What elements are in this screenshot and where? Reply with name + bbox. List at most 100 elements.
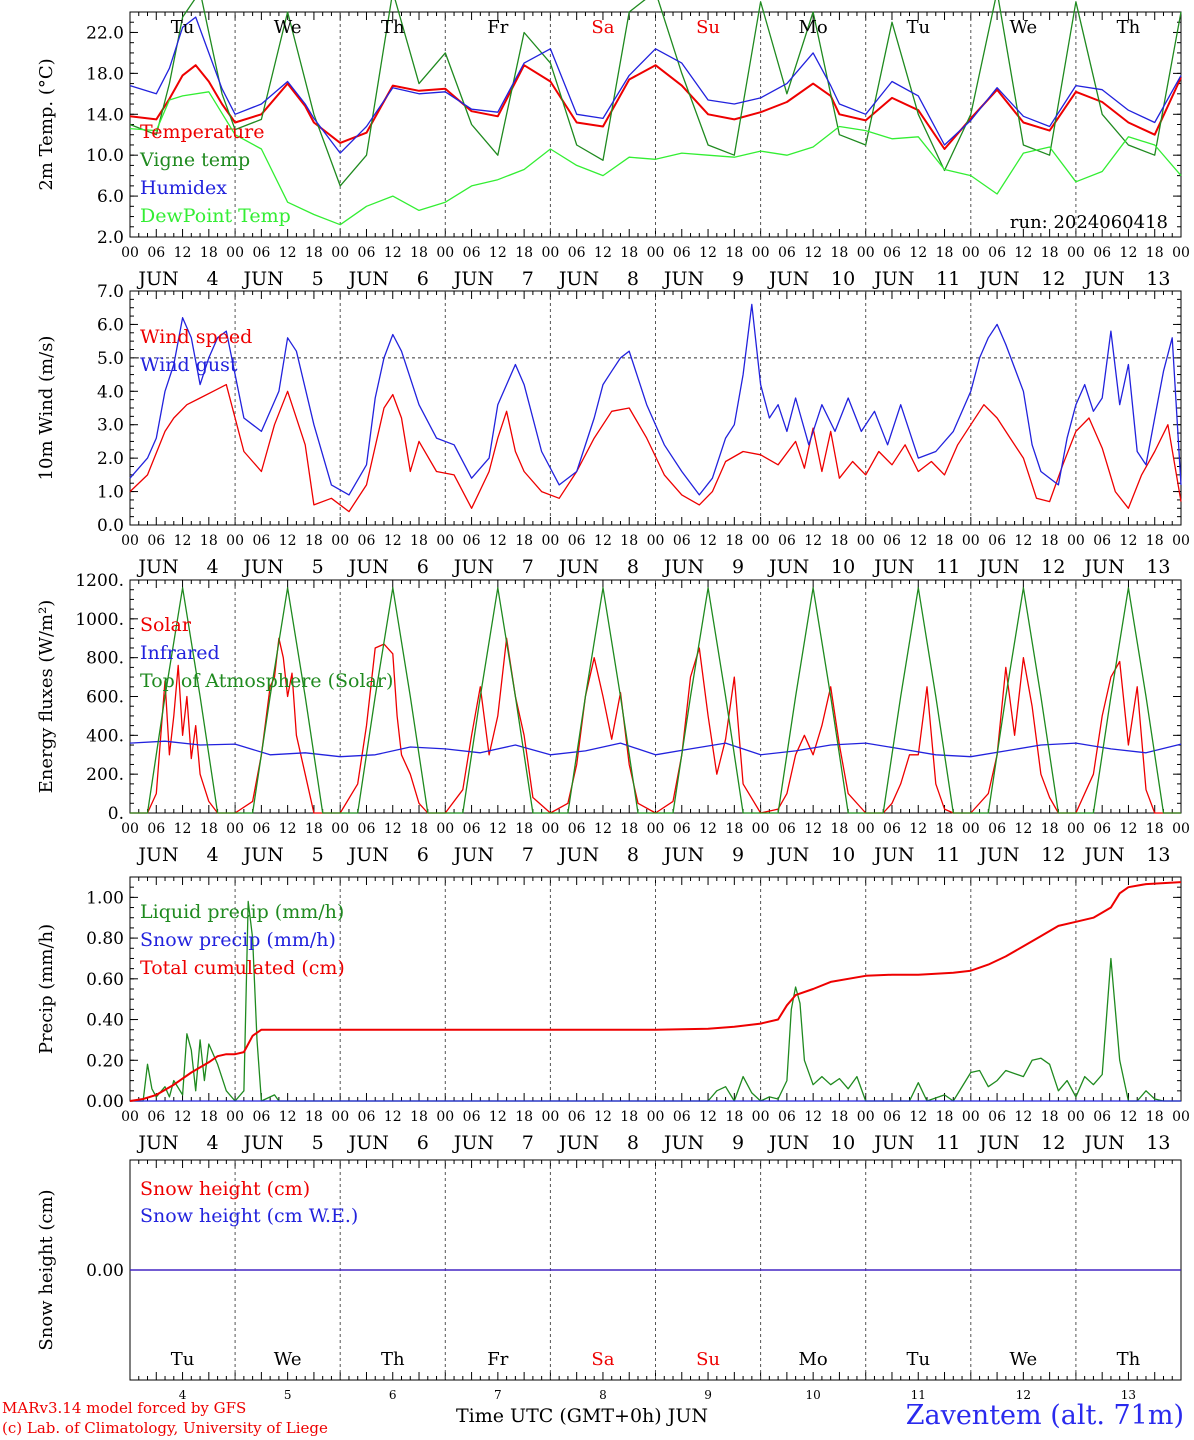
hour-label: 12 <box>594 1109 612 1125</box>
hour-label: 06 <box>883 245 901 261</box>
hour-label: 12 <box>1014 245 1032 261</box>
hour-label: 12 <box>489 821 507 837</box>
hour-label: 18 <box>620 1109 638 1125</box>
hour-label: 00 <box>541 245 559 261</box>
month-label: JUN <box>872 1132 914 1154</box>
date-label: 11 <box>936 268 960 290</box>
hour-label: 06 <box>463 245 481 261</box>
hour-label: 18 <box>1041 245 1059 261</box>
hour-label: 12 <box>279 1109 297 1125</box>
weekday-label-bottom: Mo <box>799 1349 828 1370</box>
hour-label: 00 <box>121 245 139 261</box>
hour-label: 00 <box>1172 821 1190 837</box>
hour-label: 00 <box>1172 245 1190 261</box>
hour-label: 00 <box>121 821 139 837</box>
y-tick-label: 6.0 <box>97 187 124 207</box>
y-tick-label: 1200. <box>75 571 124 591</box>
y-tick-label: 0. <box>108 804 124 824</box>
hour-label: 06 <box>1093 533 1111 549</box>
hour-label: 06 <box>147 245 165 261</box>
hour-label: 00 <box>331 245 349 261</box>
hour-label: 12 <box>384 245 402 261</box>
hour-label: 06 <box>252 533 270 549</box>
hour-label: 00 <box>1067 1109 1085 1125</box>
hour-label: 00 <box>121 533 139 549</box>
hour-label: 00 <box>962 245 980 261</box>
month-label: JUN <box>136 556 178 578</box>
date-label: 6 <box>417 556 429 578</box>
month-label: JUN <box>1082 268 1124 290</box>
legend-entry: Top of Atmosphere (Solar) <box>140 670 393 692</box>
date-label: 13 <box>1146 844 1170 866</box>
hour-label: 06 <box>1093 245 1111 261</box>
hour-label: 06 <box>673 821 691 837</box>
date-label: 10 <box>831 268 855 290</box>
hour-label: 06 <box>147 1109 165 1125</box>
date-label: 12 <box>1041 556 1065 578</box>
hour-label: 06 <box>988 1109 1006 1125</box>
hour-label: 00 <box>857 533 875 549</box>
month-label: JUN <box>452 1132 494 1154</box>
hour-label: 18 <box>936 533 954 549</box>
month-label: JUN <box>977 844 1019 866</box>
hour-label: 06 <box>673 1109 691 1125</box>
y-axis-label: Energy fluxes (W/m²) <box>36 600 57 794</box>
hour-label: 12 <box>804 533 822 549</box>
date-label: 10 <box>831 844 855 866</box>
hour-label: 18 <box>1041 821 1059 837</box>
date-label: 13 <box>1146 1132 1170 1154</box>
date-label-small: 8 <box>599 1388 607 1402</box>
month-label: JUN <box>347 1132 389 1154</box>
hour-label: 06 <box>463 1109 481 1125</box>
weekday-label-bottom: We <box>1010 1349 1038 1370</box>
hour-label: 18 <box>1041 533 1059 549</box>
month-label: JUN <box>242 268 284 290</box>
hour-label: 00 <box>962 1109 980 1125</box>
weekday-label-bottom: Fr <box>487 1349 508 1370</box>
hour-label: 12 <box>1014 821 1032 837</box>
y-tick-label: 2.0 <box>97 449 124 469</box>
hour-label: 18 <box>725 1109 743 1125</box>
hour-label: 00 <box>1172 533 1190 549</box>
date-label: 10 <box>831 556 855 578</box>
hour-label: 18 <box>1146 533 1164 549</box>
date-label: 12 <box>1041 268 1065 290</box>
hour-label: 00 <box>857 821 875 837</box>
hour-label: 06 <box>988 821 1006 837</box>
hour-label: 12 <box>1120 533 1138 549</box>
date-label: 12 <box>1041 1132 1065 1154</box>
hour-label: 06 <box>673 533 691 549</box>
hour-label: 18 <box>936 821 954 837</box>
hour-label: 12 <box>1120 1109 1138 1125</box>
date-label: 5 <box>312 844 324 866</box>
legend-entry: Humidex <box>140 177 227 199</box>
y-tick-label: 200. <box>86 765 124 785</box>
month-label: JUN <box>347 844 389 866</box>
date-label: 6 <box>417 844 429 866</box>
date-label: 4 <box>207 268 219 290</box>
month-label: JUN <box>136 844 178 866</box>
hour-label: 06 <box>568 533 586 549</box>
date-label: 11 <box>936 844 960 866</box>
y-tick-label: 5.0 <box>97 349 124 369</box>
hour-label: 18 <box>831 245 849 261</box>
month-label: JUN <box>662 556 704 578</box>
y-tick-label: 0.00 <box>86 1261 124 1281</box>
date-label: 7 <box>522 556 534 578</box>
hour-label: 12 <box>1120 821 1138 837</box>
month-label: JUN <box>767 844 809 866</box>
weekday-label-top: Th <box>381 17 405 38</box>
hour-label: 12 <box>804 1109 822 1125</box>
hour-label: 18 <box>200 533 218 549</box>
hour-label: 06 <box>883 821 901 837</box>
hour-label: 18 <box>620 821 638 837</box>
hour-label: 12 <box>909 245 927 261</box>
y-tick-label: 800. <box>86 649 124 669</box>
hour-label: 12 <box>909 533 927 549</box>
date-label-small: 12 <box>1016 1388 1031 1402</box>
x-axis-title: Time UTC (GMT+0h) JUN <box>456 1405 708 1427</box>
date-label-small: 6 <box>389 1388 397 1402</box>
y-axis-label: 10m Wind (m/s) <box>36 336 57 481</box>
date-label: 9 <box>732 1132 744 1154</box>
weekday-label-bottom: We <box>274 1349 302 1370</box>
